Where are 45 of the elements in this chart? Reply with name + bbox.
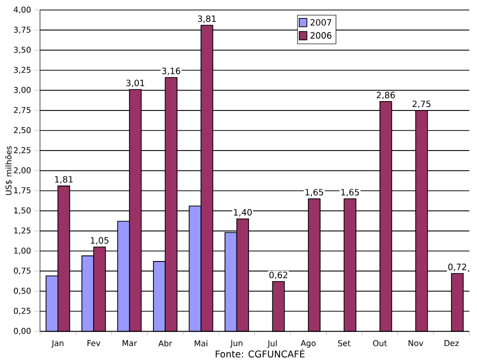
data-label: 1,65 (341, 188, 359, 196)
legend-label: 2006 (310, 32, 332, 39)
data-label: 3,16 (162, 68, 180, 76)
x-tick-label: Dez (444, 340, 459, 346)
data-label: 1,40 (234, 209, 252, 216)
y-tick-label: 2,50 (14, 127, 31, 134)
y-axis-title: US$ milhões (5, 146, 13, 195)
y-tick-label: 0,25 (14, 308, 30, 315)
y-tick-label: 2,75 (14, 106, 30, 114)
y-tick-label: 3,50 (14, 46, 31, 54)
y-tick-label: 3,25 (14, 66, 30, 74)
legend-label: 2007 (310, 19, 332, 26)
data-label: 1,81 (55, 176, 73, 184)
data-label: 0,62 (269, 272, 288, 280)
data-label: 2,75 (412, 100, 430, 108)
data-label: 1,65 (306, 188, 324, 196)
source-note: Fonte: CGFUNCAFÉ (216, 348, 305, 358)
x-tick-label: Jan (51, 340, 64, 348)
x-tick-label: Fev (88, 340, 100, 346)
data-label: 1,05 (90, 237, 108, 245)
y-tick-label: 0,00 (14, 328, 31, 335)
y-tick-label: 1,25 (14, 227, 30, 234)
y-tick-label: 1,50 (14, 207, 31, 214)
y-tick-label: 3,00 (14, 86, 31, 94)
y-tick-label: 2,00 (14, 167, 31, 174)
data-label: 2,86 (376, 92, 395, 100)
data-label: 0,72 (448, 264, 466, 272)
y-tick-label: 4,00 (14, 6, 31, 14)
x-tick-label: Mai (194, 340, 208, 346)
y-tick-label: 0,50 (14, 288, 31, 295)
x-tick-label: Abr (158, 340, 172, 346)
data-label: 3,01 (126, 80, 144, 88)
x-tick-label: Out (373, 340, 387, 346)
x-tick-label: Jul (267, 340, 277, 348)
x-tick-label: Set (338, 340, 350, 346)
x-tick-label: Mar (122, 340, 137, 346)
x-tick-label: Nov (408, 340, 424, 346)
data-label: 3,81 (198, 15, 216, 23)
x-tick-label: Ago (300, 340, 316, 348)
y-tick-label: 2,25 (14, 147, 30, 154)
y-tick-label: 0,75 (14, 268, 30, 275)
y-tick-label: 1,00 (14, 248, 31, 254)
x-tick-label: Jun (230, 340, 242, 348)
y-tick-label: 3,75 (14, 26, 30, 34)
y-tick-label: 1,75 (14, 187, 30, 194)
